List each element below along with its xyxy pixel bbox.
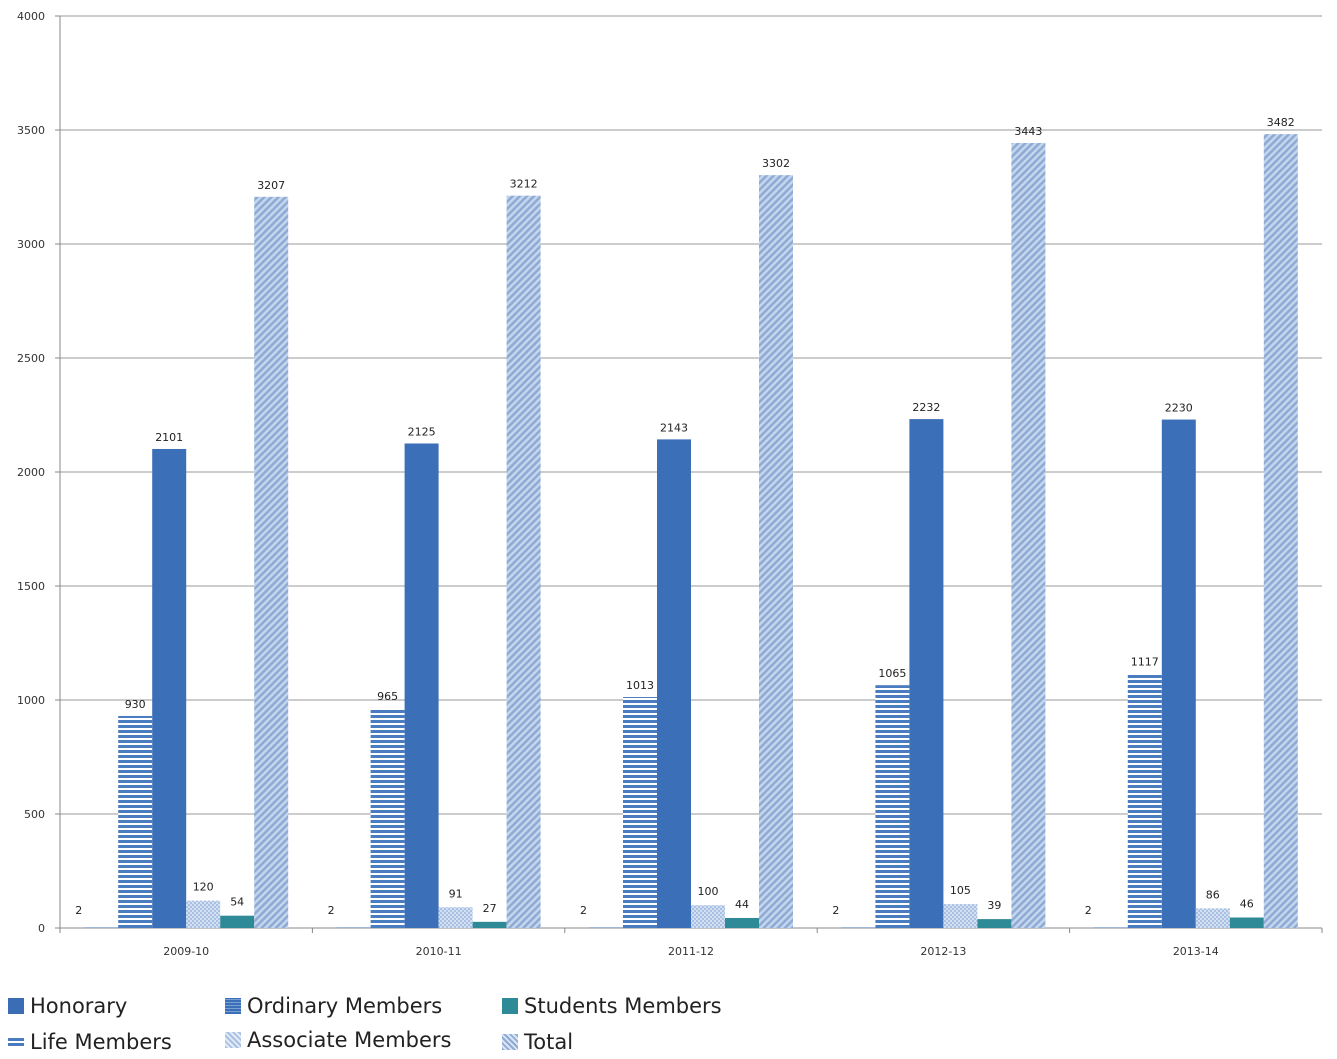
bar-associate-members [438,907,473,928]
y-tick-label: 4000 [17,10,45,23]
legend-label: Students Members [524,994,722,1018]
data-label: 2 [328,904,335,917]
bar-associate-members [186,900,221,928]
data-label: 1117 [1131,655,1159,668]
dotted-square-icon [225,1032,241,1048]
bar-ordinary-members [404,443,439,928]
y-tick-label: 500 [24,808,45,821]
double-dash-icon [8,1034,24,1050]
data-label: 27 [483,902,497,915]
bar-life-members [623,697,657,928]
bar-total [1011,142,1046,929]
y-tick-label: 2500 [17,352,45,365]
legend-label: Total [524,1030,574,1054]
bar-associate-members [943,904,978,928]
x-tick-label: 2012-13 [920,945,966,958]
legend-item-students-members: Students Members [502,994,722,1018]
bar-ordinary-members [152,448,187,928]
chart-svg: 0 500 1000 1500 2000 2500 3000 3500 4000 2009-10 2… [17,10,1323,958]
data-label: 2 [580,904,587,917]
legend-item-life-members: Life Members [8,1030,172,1054]
data-label: 3212 [510,178,538,191]
bar-associate-members [691,905,725,928]
x-tick-label: 2009-10 [163,945,209,958]
x-tick-label: 2011-12 [668,945,714,958]
data-label: 1013 [626,679,654,692]
data-label: 3482 [1267,116,1295,129]
bar-students-members [472,921,507,928]
y-tick-label: 1000 [17,694,45,707]
data-label: 930 [125,698,146,711]
bar-life-members [875,685,910,928]
data-label: 2143 [660,421,688,434]
bar-life-members [370,707,405,928]
data-label: 39 [987,899,1001,912]
data-label: 3302 [762,157,790,170]
bar-life-members [118,715,153,928]
data-label: 2232 [912,401,940,414]
legend-label: Ordinary Members [247,994,443,1018]
legend-label: Life Members [30,1030,172,1054]
data-label: 105 [950,884,971,897]
data-label: 120 [193,881,214,894]
legend: Honorary Ordinary Members Students Membe… [8,994,808,1059]
data-label: 86 [1206,888,1220,901]
data-label: 3207 [257,179,285,192]
data-label: 3443 [1014,125,1042,138]
bar-total [759,175,793,929]
data-label: 100 [698,885,719,898]
bar-ordinary-members [909,419,944,928]
data-label: 2101 [155,431,183,444]
legend-label: Associate Members [247,1028,452,1052]
x-tick-label: 2010-11 [416,945,462,958]
dotted-square-icon [502,1034,518,1050]
data-label: 2125 [408,426,436,439]
x-tick-label: 2013-14 [1173,945,1219,958]
data-label: 54 [230,896,244,909]
bar-associate-members [1195,908,1230,928]
bar-ordinary-members [657,439,691,928]
patterned-square-icon [225,998,241,1014]
bar-total [1263,134,1298,928]
bar-chart: 0 500 1000 1500 2000 2500 3000 3500 4000 2009-10 2… [17,10,1323,958]
bar-total [254,196,289,928]
y-tick-label: 1500 [17,580,45,593]
solid-square-icon [8,998,24,1014]
legend-item-honorary: Honorary [8,994,127,1018]
y-tick-label: 2000 [17,466,45,479]
data-label: 91 [449,887,463,900]
data-label: 2 [832,904,839,917]
data-labels: 2930210112054320729652125912732122101321… [75,116,1295,917]
data-label: 2 [75,904,82,917]
bar-students-members [220,915,255,928]
legend-label: Honorary [30,994,128,1018]
y-tick-label: 3000 [17,238,45,251]
bar-life-members [1127,673,1162,928]
bar-students-members [977,919,1012,928]
data-label: 2 [1085,904,1092,917]
legend-item-total: Total [502,1030,573,1054]
bar-students-members [725,917,759,928]
legend-item-associate-members: Associate Members [225,1028,452,1052]
data-label: 1065 [878,667,906,680]
bar-students-members [1229,917,1264,928]
y-tick-label: 3500 [17,124,45,137]
bars [84,134,1298,929]
data-label: 965 [377,690,398,703]
bar-total [506,195,541,928]
data-label: 44 [735,898,749,911]
data-label: 46 [1240,898,1254,911]
solid-square-icon [502,998,518,1014]
bar-ordinary-members [1161,419,1196,928]
data-label: 2230 [1165,402,1193,415]
legend-item-ordinary-members: Ordinary Members [225,994,442,1018]
y-tick-label: 0 [38,922,45,935]
